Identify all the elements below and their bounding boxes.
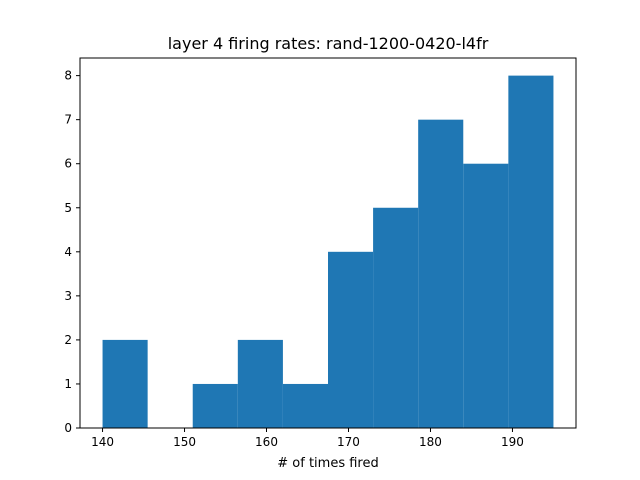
y-tick-label-4: 4 [64, 245, 72, 259]
x-axis-label: # of times fired [277, 456, 378, 471]
histogram-bar-7 [418, 119, 464, 429]
histogram-bar-9 [508, 75, 554, 429]
y-tick-label-1: 1 [64, 377, 72, 391]
plot-frame [79, 57, 577, 429]
y-tick-label-5: 5 [64, 201, 72, 215]
histogram-bar-3 [237, 339, 283, 428]
histogram-bar-2 [192, 383, 238, 428]
ticks-layer: 140 150 160 170 180 190 0 1 2 3 4 5 6 7 8 [64, 69, 524, 449]
y-tick-label-0: 0 [64, 421, 72, 435]
x-tick-label-0: 140 [91, 435, 114, 449]
bars-layer [102, 75, 554, 429]
axes-layer [79, 57, 577, 429]
y-tick-label-2: 2 [64, 333, 72, 347]
histogram-bar-6 [373, 207, 419, 428]
y-tick-label-8: 8 [64, 69, 72, 83]
histogram-bar-8 [463, 163, 509, 428]
x-tick-label-3: 170 [337, 435, 360, 449]
y-tick-label-3: 3 [64, 289, 72, 303]
x-tick-label-4: 180 [419, 435, 442, 449]
y-tick-label-7: 7 [64, 113, 72, 127]
histogram-bar-4 [282, 383, 328, 428]
chart-title: layer 4 firing rates: rand-1200-0420-l4f… [168, 34, 489, 53]
x-tick-label-2: 160 [255, 435, 278, 449]
histogram-bar-5 [328, 251, 374, 428]
histogram-bar-0 [102, 339, 148, 428]
y-tick-label-6: 6 [64, 157, 72, 171]
x-tick-label-5: 190 [501, 435, 524, 449]
x-tick-label-1: 150 [173, 435, 196, 449]
